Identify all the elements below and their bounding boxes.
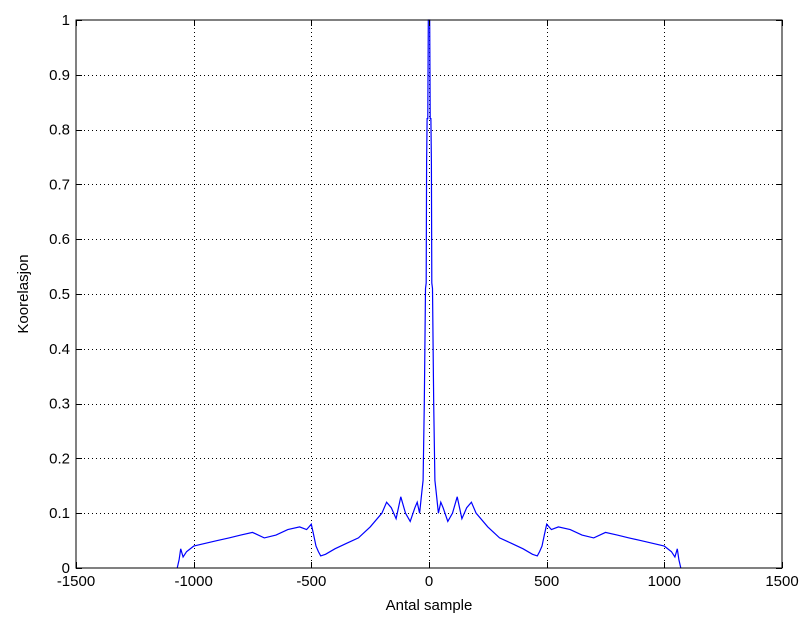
x-tick-label: 500 — [534, 573, 559, 590]
x-tick-label: 1000 — [648, 573, 681, 590]
y-tick-label: 0 — [62, 560, 70, 577]
x-tick-label: 0 — [425, 573, 433, 590]
x-tick-label: -500 — [296, 573, 326, 590]
x-axis-label: Antal sample — [386, 597, 473, 614]
y-tick-label: 0.4 — [49, 341, 70, 358]
x-tick-label: -1500 — [57, 573, 95, 590]
y-tick-label: 0.6 — [49, 231, 70, 248]
y-tick-label: 1 — [62, 12, 70, 29]
y-tick-label: 0.2 — [49, 450, 70, 467]
grid-layer — [76, 20, 782, 568]
y-tick-label: 0.1 — [49, 505, 70, 522]
y-tick-label: 0.5 — [49, 286, 70, 303]
tick-label-layer: -1500 -1000 -500 0 500 1000 1500 0 0.1 0.2 0.3 0.4 0… — [49, 12, 799, 590]
y-tick-label: 0.7 — [49, 176, 70, 193]
y-axis-label: Koorelasjon — [15, 254, 32, 333]
x-tick-label: 1500 — [765, 573, 798, 590]
x-tick-label: -1000 — [174, 573, 212, 590]
y-tick-label: 0.3 — [49, 396, 70, 413]
tick-mark-layer — [76, 20, 783, 569]
y-tick-label: 0.8 — [49, 122, 70, 139]
y-tick-label: 0.9 — [49, 67, 70, 84]
